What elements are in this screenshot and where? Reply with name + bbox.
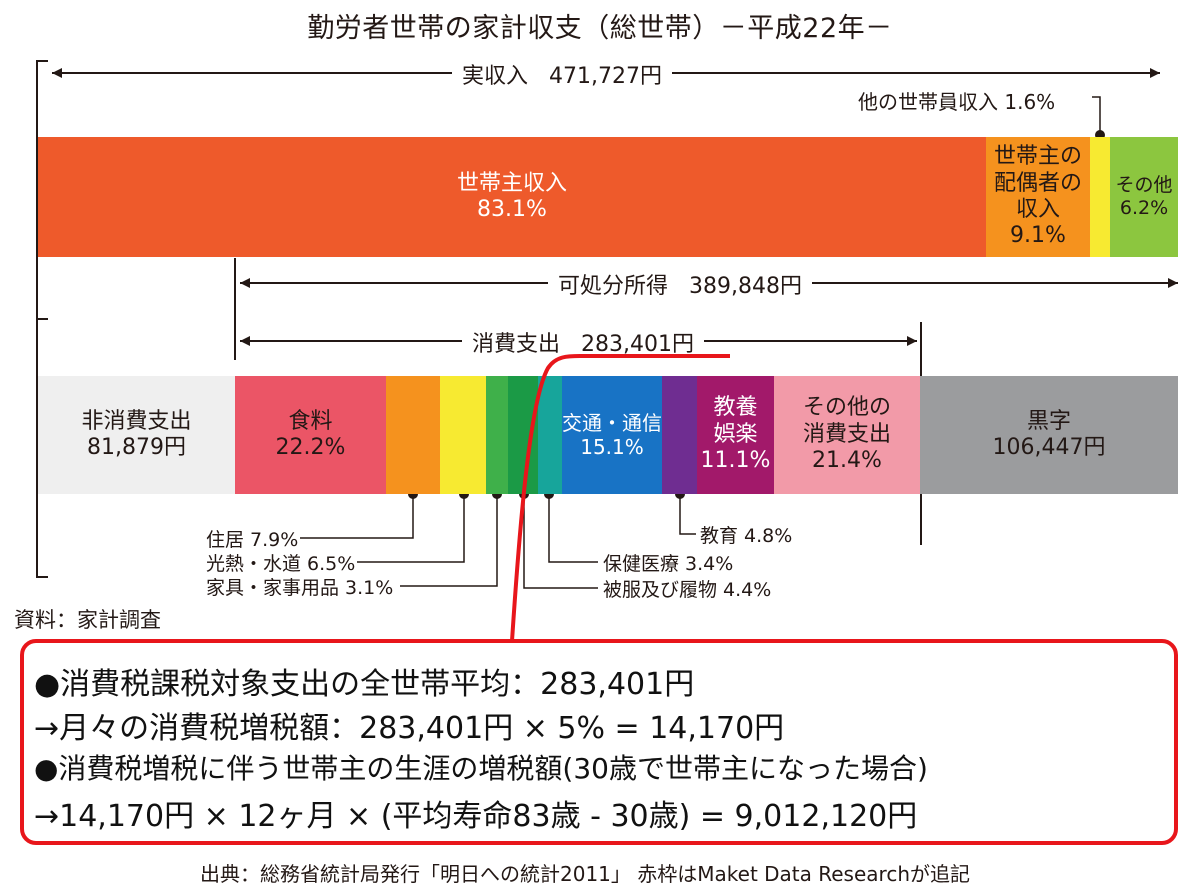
annotation-box (20, 639, 1178, 845)
income-total-label: 実収入 471,727円 (452, 58, 672, 90)
segment-furniture (486, 376, 508, 494)
segment-transport: 交通・通信 15.1% (562, 376, 662, 494)
note-line-2: →月々の消費税増税額：283,401円 × 5% = 14,170円 (34, 711, 785, 746)
segment-other-consumption: その他の 消費支出 21.4% (774, 376, 920, 494)
furniture-leader (400, 494, 498, 587)
segment-food: 食料 22.2% (235, 376, 386, 494)
segment-other-member-income (1090, 137, 1110, 257)
note-line-1: ●消費税課税対象支出の全世帯平均：283,401円 (34, 667, 695, 702)
segment-other-income: その他 6.2% (1110, 137, 1178, 257)
furniture-callout: 家具・家事用品 3.1% (206, 577, 394, 599)
source-note: 資料：家計調査 (14, 608, 161, 632)
chart-title: 勤労者世帯の家計収支（総世帯）－平成22年－ (307, 13, 893, 44)
utilities-callout: 光熱・水道 6.5% (206, 553, 356, 575)
utilities-leader (357, 494, 465, 563)
segment-surplus: 黒字 106,447円 (920, 376, 1178, 494)
medical-leader (548, 494, 598, 563)
other-member-callout: 他の世帯員収入 1.6% (858, 90, 1056, 114)
segment-education (662, 376, 697, 494)
footer-credit: 出典：総務省統計局発行「明日への統計2011」 赤枠はMaket Data Re… (200, 862, 970, 886)
disposable-label: 可処分所得 389,848円 (548, 268, 812, 300)
segment-culture: 教養 娯楽 11.1% (697, 376, 774, 494)
left-bracket-tick (36, 318, 48, 320)
education-leader (679, 494, 696, 535)
segment-housing (386, 376, 440, 494)
note-line-3: ●消費税増税に伴う世帯主の生涯の増税額(30歳で世帯主になった場合) (34, 752, 928, 785)
housing-leader (300, 494, 414, 539)
medical-callout: 保健医療 3.4% (603, 553, 734, 575)
note-line-4: →14,170円 × 12ヶ月 × (平均寿命83歳 - 30歳) = 9,01… (34, 799, 918, 834)
segment-nonconsumption: 非消費支出 81,879円 (38, 376, 235, 494)
consumption-label: 消費支出 283,401円 (462, 326, 704, 358)
housing-callout: 住居 7.9% (206, 529, 299, 551)
segment-utilities (440, 376, 486, 494)
other-member-leader (1092, 96, 1101, 135)
clothing-callout: 被服及び履物 4.4% (603, 579, 772, 601)
segment-spouse-income: 世帯主の 配偶者の 収入 9.1% (986, 137, 1090, 257)
education-callout: 教育 4.8% (700, 525, 793, 547)
clothing-leader (523, 494, 598, 589)
segment-head-income: 世帯主収入 83.1% (38, 137, 986, 257)
segment-medical (538, 376, 562, 494)
highlight-connector (510, 354, 730, 642)
